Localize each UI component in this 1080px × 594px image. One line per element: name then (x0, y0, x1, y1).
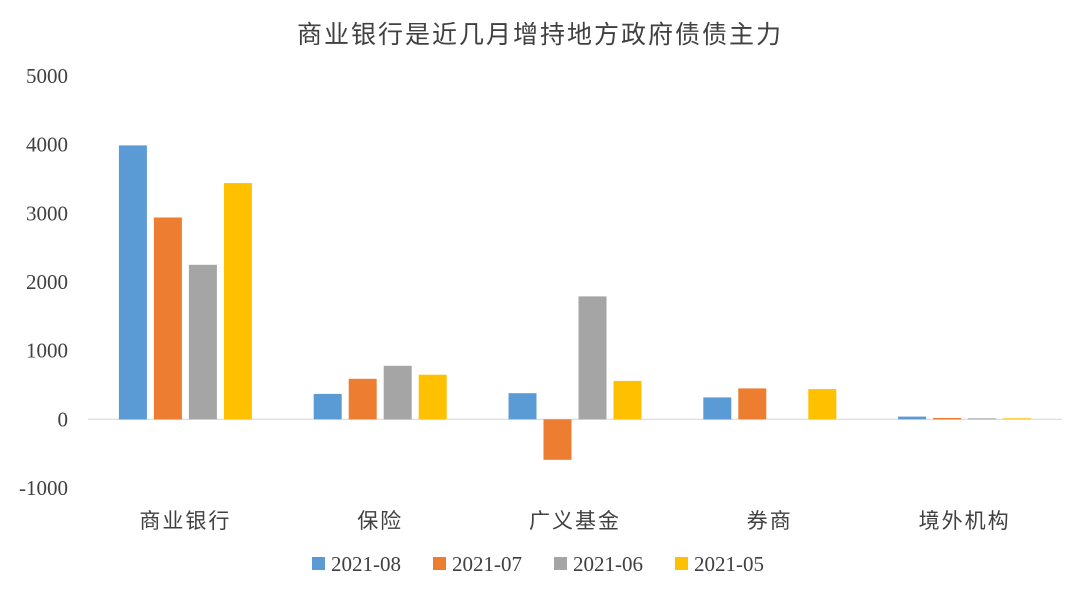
legend-swatch (554, 557, 567, 570)
bar (933, 418, 962, 420)
x-axis: 商业银行 保险 广义基金 券商 境外机构 (139, 509, 1011, 533)
legend-label: 2021-05 (694, 552, 764, 576)
bar (418, 374, 447, 420)
bar (313, 393, 342, 420)
bar (223, 183, 252, 420)
chart-title: 商业银行是近几月增持地方政府债债主力 (297, 20, 783, 49)
x-tick-label: 广义基金 (529, 509, 621, 533)
bar (898, 416, 927, 420)
y-tick-label: 4000 (26, 133, 68, 157)
legend-label: 2021-08 (331, 552, 401, 576)
bar (383, 365, 412, 420)
legend-swatch (675, 557, 688, 570)
bar (543, 419, 572, 460)
bar (968, 418, 997, 420)
bar (188, 264, 217, 420)
x-tick-label: 券商 (747, 509, 793, 533)
bar (348, 378, 377, 420)
y-tick-label: 2000 (26, 270, 68, 294)
bar (508, 393, 537, 420)
legend-swatch (312, 557, 325, 570)
bar (738, 388, 767, 420)
bar (808, 389, 837, 420)
legend-label: 2021-06 (573, 552, 643, 576)
y-tick-label: 5000 (26, 64, 68, 88)
legend-swatch (433, 557, 446, 570)
y-tick-label: -1000 (19, 476, 68, 500)
bar (153, 217, 182, 420)
x-tick-label: 保险 (357, 509, 403, 533)
bars-group (118, 145, 1032, 460)
bar (1003, 418, 1032, 420)
bar (703, 397, 732, 420)
bar (578, 296, 607, 420)
bar (118, 145, 147, 420)
y-tick-label: 3000 (26, 201, 68, 225)
y-tick-label: 0 (58, 407, 69, 431)
x-tick-label: 境外机构 (919, 509, 1011, 533)
bar (613, 380, 642, 420)
y-tick-label: 1000 (26, 339, 68, 363)
legend: 2021-08 2021-07 2021-06 2021-05 (312, 552, 764, 576)
legend-label: 2021-07 (452, 552, 522, 576)
x-tick-label: 商业银行 (139, 509, 231, 533)
y-axis: 5000 4000 3000 2000 1000 0 -1000 (19, 64, 68, 500)
